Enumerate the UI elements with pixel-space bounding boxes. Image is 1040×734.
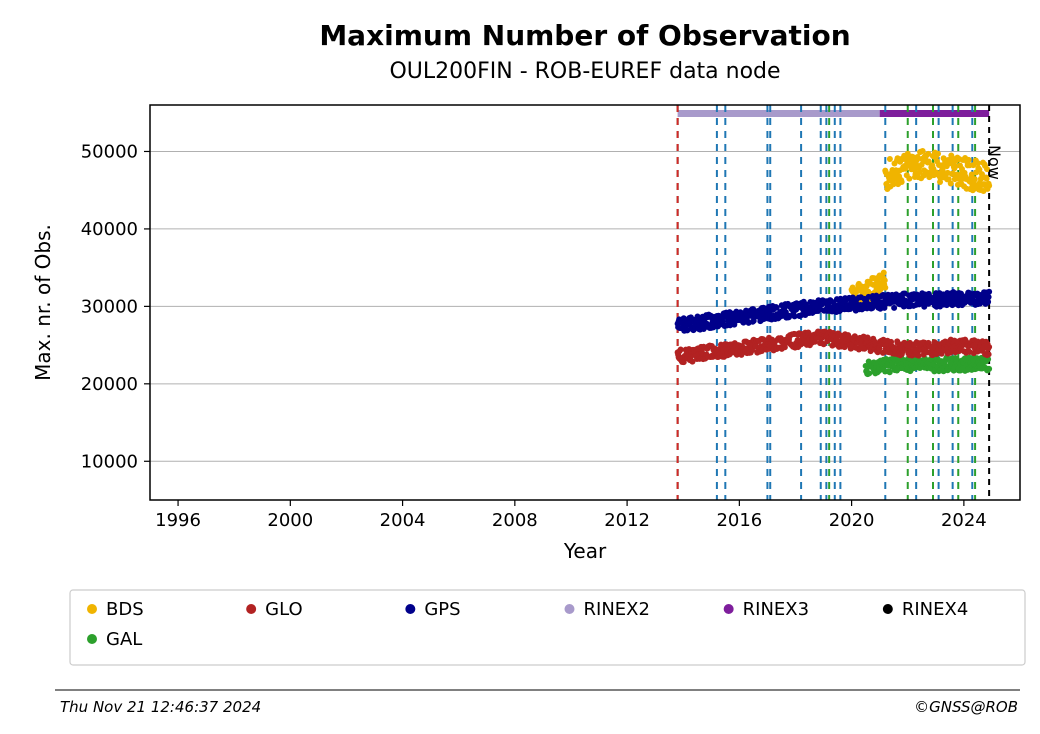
legend-marker xyxy=(724,604,734,614)
observation-chart: Maximum Number of Observation OUL200FIN -… xyxy=(0,0,1040,734)
rinex-bar xyxy=(678,110,880,117)
y-tick-label: 10000 xyxy=(81,451,138,472)
y-tick-label: 50000 xyxy=(81,141,138,162)
footer-copyright: ©GNSS@ROB xyxy=(914,698,1018,716)
legend-marker xyxy=(87,604,97,614)
x-tick-label: 2000 xyxy=(267,510,313,531)
legend-box xyxy=(70,590,1025,665)
y-axis-label: Max. nr. of Obs. xyxy=(31,224,55,381)
legend-marker xyxy=(883,604,893,614)
chart-title: Maximum Number of Observation xyxy=(319,19,850,52)
x-tick-label: 2008 xyxy=(492,510,538,531)
legend-marker xyxy=(87,634,97,644)
legend-label: RINEX2 xyxy=(584,599,650,620)
x-axis-label: Year xyxy=(563,539,607,563)
x-tick-label: 1996 xyxy=(155,510,201,531)
legend-label: GLO xyxy=(265,599,303,620)
chart-subtitle: OUL200FIN - ROB-EUREF data node xyxy=(389,59,780,84)
x-tick-label: 2016 xyxy=(716,510,762,531)
legend-marker xyxy=(246,604,256,614)
x-tick-label: 2024 xyxy=(941,510,987,531)
y-tick-label: 20000 xyxy=(81,374,138,395)
x-tick-label: 2012 xyxy=(604,510,650,531)
y-tick-label: 40000 xyxy=(81,219,138,240)
legend-label: BDS xyxy=(106,599,144,620)
x-tick-label: 2020 xyxy=(829,510,875,531)
y-tick-label: 30000 xyxy=(81,296,138,317)
legend-label: RINEX3 xyxy=(743,599,809,620)
legend-label: GPS xyxy=(424,599,460,620)
legend-marker xyxy=(565,604,575,614)
legend-label: GAL xyxy=(106,629,142,650)
x-tick-label: 2004 xyxy=(380,510,426,531)
footer-timestamp: Thu Nov 21 12:46:37 2024 xyxy=(60,698,261,716)
legend-marker xyxy=(405,604,415,614)
now-label: Now xyxy=(985,145,1004,180)
legend-label: RINEX4 xyxy=(902,599,968,620)
